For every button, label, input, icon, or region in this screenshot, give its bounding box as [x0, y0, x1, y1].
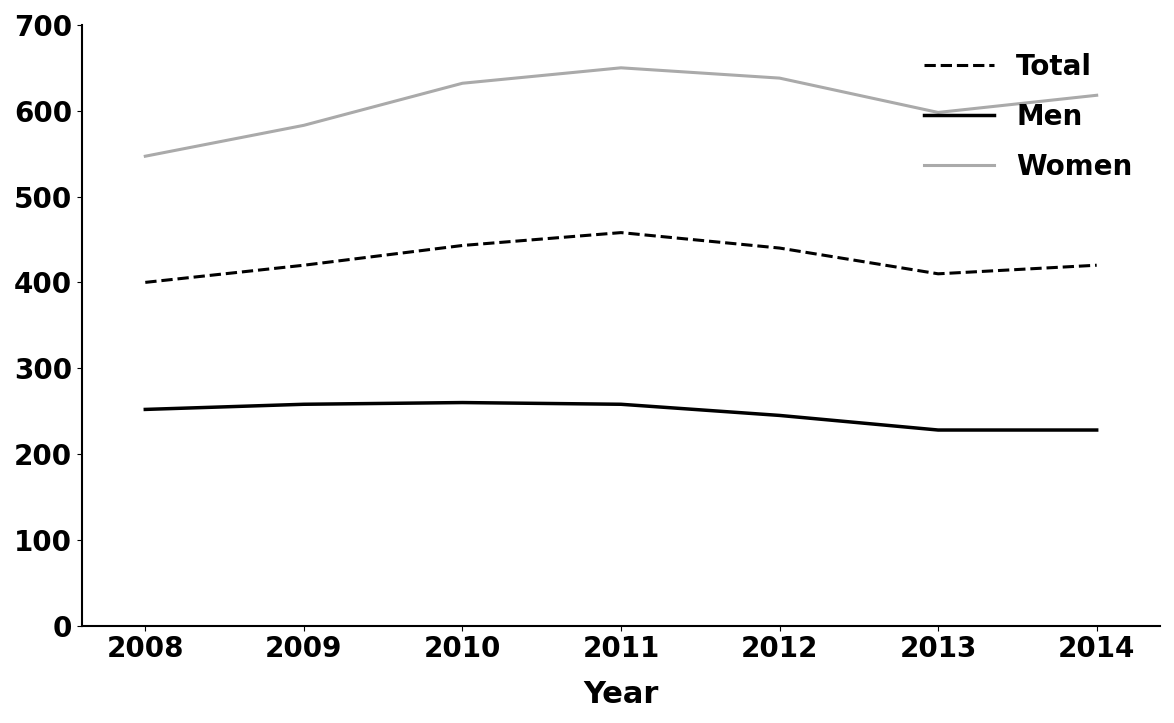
Women: [931, 108, 945, 117]
Women: [614, 64, 628, 72]
Men: [139, 405, 153, 414]
Women: [1089, 91, 1104, 100]
Men: [614, 400, 628, 408]
Women: [456, 79, 470, 87]
Men: [297, 400, 311, 408]
Total: [614, 228, 628, 237]
Total: [931, 270, 945, 278]
Women: [772, 74, 787, 82]
Men: [772, 411, 787, 420]
Women: [297, 121, 311, 129]
Men: [931, 426, 945, 435]
Men: [456, 398, 470, 407]
Line: Men: Men: [146, 403, 1097, 430]
Women: [139, 152, 153, 161]
Total: [297, 261, 311, 270]
Total: [772, 244, 787, 252]
Line: Women: Women: [146, 68, 1097, 156]
Men: [1089, 426, 1104, 435]
Total: [139, 278, 153, 287]
Total: [1089, 261, 1104, 270]
Total: [456, 241, 470, 250]
Line: Total: Total: [146, 233, 1097, 283]
Legend: Total, Men, Women: Total, Men, Women: [911, 39, 1146, 195]
X-axis label: Year: Year: [583, 680, 659, 709]
